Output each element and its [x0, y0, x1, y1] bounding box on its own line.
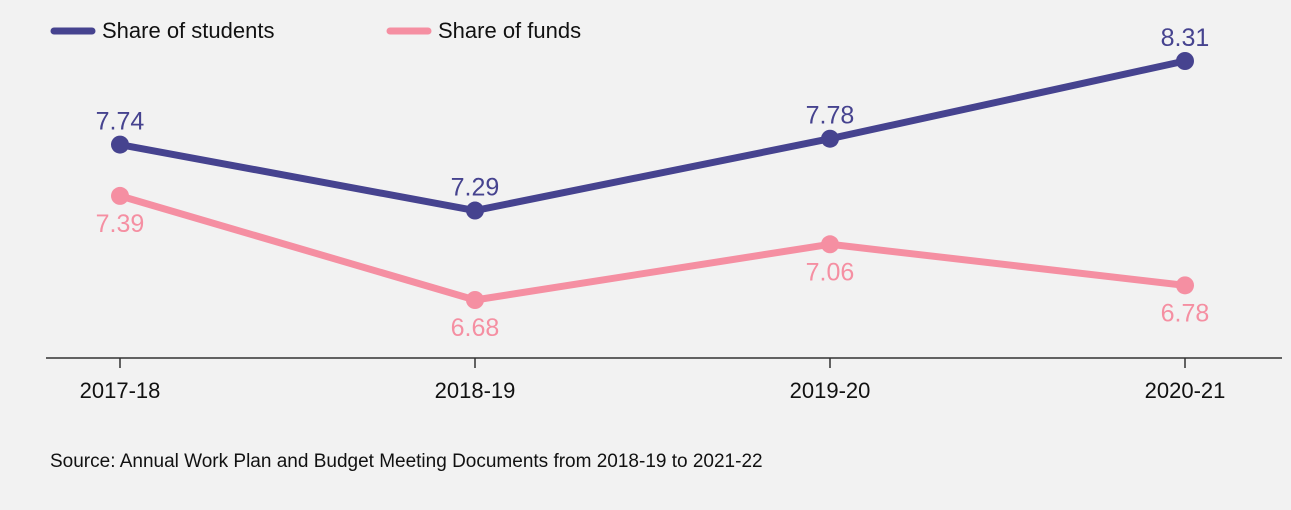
data-label: 7.06 [806, 258, 855, 286]
data-label: 7.78 [806, 102, 855, 130]
data-point [821, 129, 839, 148]
series-layer: 7.74 7.29 7.78 8.31 7.39 6.68 7.06 6.78 [96, 24, 1210, 342]
x-tick-label: 2020-21 [1145, 378, 1226, 403]
source-note: Source: Annual Work Plan and Budget Meet… [50, 451, 763, 472]
data-point [1176, 276, 1194, 295]
data-point [466, 291, 484, 309]
data-label: 7.39 [96, 210, 145, 238]
x-tick-label: 2019-20 [790, 378, 871, 403]
data-point [466, 201, 484, 220]
data-point [111, 135, 129, 154]
data-label: 7.29 [451, 174, 500, 202]
data-label: 6.78 [1161, 299, 1210, 327]
data-label: 6.68 [451, 314, 500, 342]
data-point [1176, 52, 1194, 70]
x-tick-label: 2017-18 [80, 378, 161, 403]
data-point [821, 235, 839, 254]
x-tick-label: 2018-19 [435, 378, 516, 403]
chart-legend: Share of students Share of funds [50, 18, 581, 43]
x-axis: 2017-18 2018-19 2019-20 2020-21 [46, 357, 1282, 403]
series-line [116, 57, 1189, 215]
series-line [116, 192, 1189, 304]
data-label: 7.74 [96, 108, 145, 136]
data-point [111, 186, 129, 205]
legend-label: Share of funds [438, 18, 581, 43]
data-label: 8.31 [1161, 24, 1210, 52]
legend-label: Share of students [102, 18, 274, 43]
